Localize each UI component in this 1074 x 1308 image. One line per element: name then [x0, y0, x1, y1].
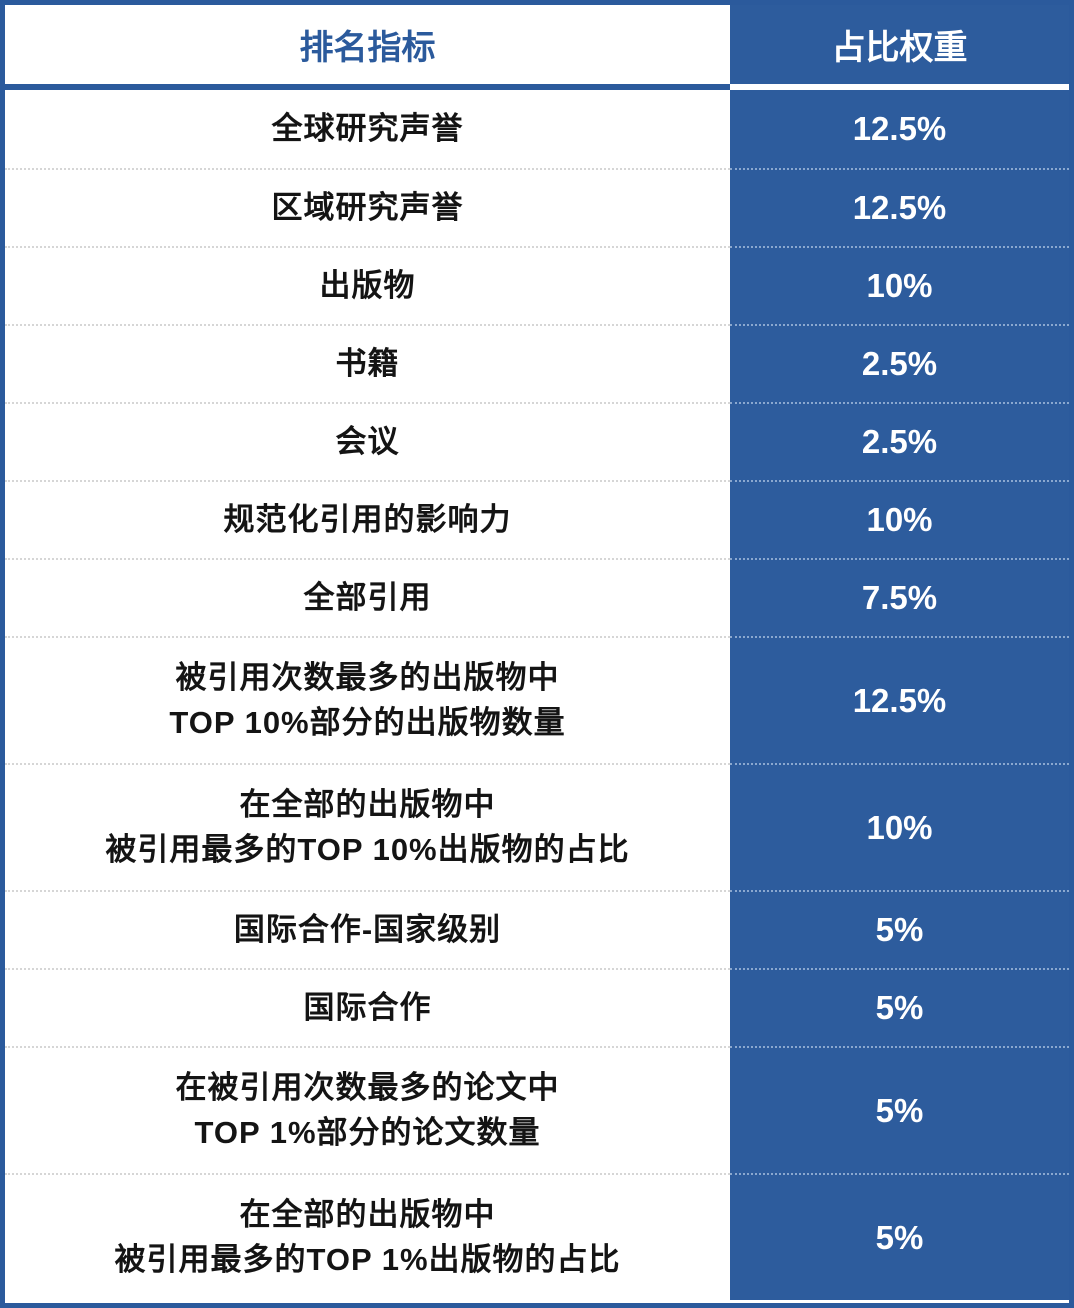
- indicator-cell: 书籍: [5, 324, 730, 402]
- indicator-line: 全球研究声誉: [271, 110, 464, 146]
- table-header-row: 排名指标 占比权重: [5, 5, 1069, 90]
- weight-cell: 5%: [730, 1046, 1069, 1173]
- indicator-line: 被引用最多的TOP 10%出版物的占比: [105, 831, 630, 867]
- table-row: 被引用次数最多的出版物中 TOP 10%部分的出版物数量 12.5%: [5, 636, 1069, 763]
- table-row: 会议 2.5%: [5, 402, 1069, 480]
- column-header-indicator: 排名指标: [5, 5, 730, 90]
- indicator-line: TOP 1%部分的论文数量: [194, 1114, 541, 1150]
- weight-cell: 2.5%: [730, 324, 1069, 402]
- weight-cell: 12.5%: [730, 168, 1069, 246]
- indicator-cell: 国际合作: [5, 968, 730, 1046]
- table-row: 书籍 2.5%: [5, 324, 1069, 402]
- indicator-line: 在全部的出版物中: [239, 1197, 496, 1233]
- table-row: 国际合作 5%: [5, 968, 1069, 1046]
- weight-cell: 2.5%: [730, 402, 1069, 480]
- indicator-cell: 会议: [5, 402, 730, 480]
- weight-cell: 5%: [730, 890, 1069, 968]
- table-body: 全球研究声誉 12.5% 区域研究声誉 12.5% 出版物 10% 书籍 2.5…: [5, 90, 1069, 1300]
- indicator-line: 在全部的出版物中: [239, 787, 496, 823]
- column-header-weight: 占比权重: [730, 5, 1069, 90]
- indicator-cell: 规范化引用的影响力: [5, 480, 730, 558]
- indicator-cell: 在被引用次数最多的论文中 TOP 1%部分的论文数量: [5, 1046, 730, 1173]
- table-row: 区域研究声誉 12.5%: [5, 168, 1069, 246]
- indicator-line: 被引用最多的TOP 1%出版物的占比: [114, 1241, 621, 1277]
- indicator-line: 区域研究声誉: [271, 189, 464, 225]
- table-row: 出版物 10%: [5, 246, 1069, 324]
- table-row: 全球研究声誉 12.5%: [5, 90, 1069, 168]
- weight-cell: 12.5%: [730, 90, 1069, 168]
- table-row: 在全部的出版物中被引用最多的TOP 10%出版物的占比 10%: [5, 763, 1069, 890]
- indicator-cell: 区域研究声誉: [5, 168, 730, 246]
- indicator-cell: 在全部的出版物中被引用最多的TOP 1%出版物的占比: [5, 1173, 730, 1300]
- indicator-line: 国际合作: [303, 989, 432, 1025]
- indicator-line: 书籍: [335, 345, 400, 381]
- table-row: 在全部的出版物中被引用最多的TOP 1%出版物的占比 5%: [5, 1173, 1069, 1300]
- indicator-cell: 全部引用: [5, 558, 730, 636]
- weight-cell: 5%: [730, 1173, 1069, 1300]
- indicator-line: 会议: [335, 423, 400, 459]
- weight-cell: 12.5%: [730, 636, 1069, 763]
- indicator-cell: 国际合作-国家级别: [5, 890, 730, 968]
- weight-cell: 10%: [730, 763, 1069, 890]
- indicator-line: 出版物: [319, 267, 416, 303]
- weight-cell: 10%: [730, 246, 1069, 324]
- indicator-cell: 出版物: [5, 246, 730, 324]
- weight-cell: 5%: [730, 968, 1069, 1046]
- indicator-line: 国际合作-国家级别: [233, 911, 502, 947]
- table-row: 国际合作-国家级别 5%: [5, 890, 1069, 968]
- indicator-line: 全部引用: [303, 579, 432, 615]
- weight-cell: 10%: [730, 480, 1069, 558]
- indicator-line: 被引用次数最多的出版物中: [175, 660, 560, 696]
- indicator-cell: 在全部的出版物中被引用最多的TOP 10%出版物的占比: [5, 763, 730, 890]
- indicator-cell: 被引用次数最多的出版物中 TOP 10%部分的出版物数量: [5, 636, 730, 763]
- indicator-line: TOP 10%部分的出版物数量: [169, 704, 566, 740]
- table-row: 全部引用 7.5%: [5, 558, 1069, 636]
- indicator-line: 在被引用次数最多的论文中: [175, 1070, 560, 1106]
- table-row: 规范化引用的影响力 10%: [5, 480, 1069, 558]
- table-row: 在被引用次数最多的论文中 TOP 1%部分的论文数量 5%: [5, 1046, 1069, 1173]
- indicator-cell: 全球研究声誉: [5, 90, 730, 168]
- weight-cell: 7.5%: [730, 558, 1069, 636]
- indicator-line: 规范化引用的影响力: [223, 501, 512, 537]
